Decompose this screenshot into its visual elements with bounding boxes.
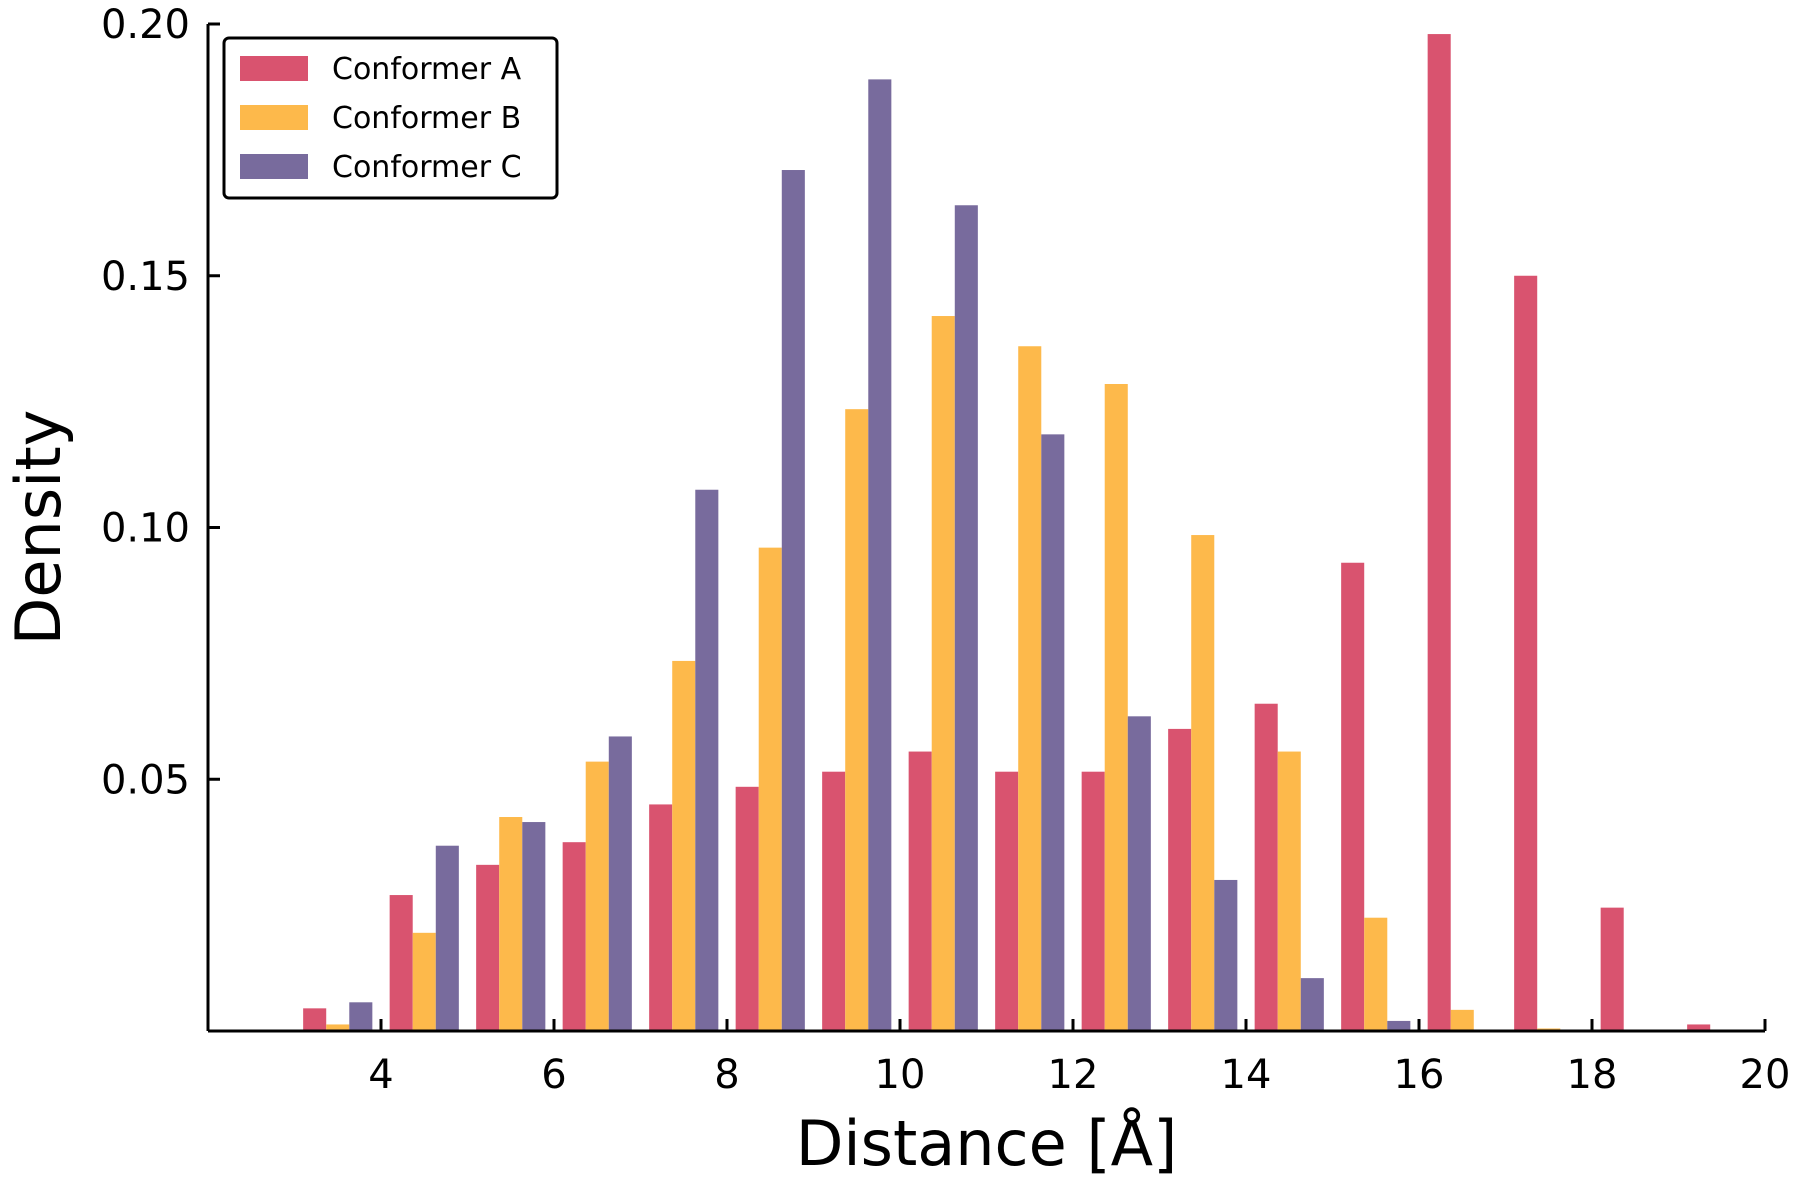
y-tick-label-0.20: 0.20: [101, 2, 190, 48]
bar-conformer-c-10.5: [954, 205, 978, 1031]
bar-conformer-a-6.5: [562, 842, 586, 1031]
bar-conformer-a-14.5: [1254, 703, 1278, 1031]
ticks-layer: 4 6 8 10 12 14 16 18 20 0.05 0.10 0.15 0.20: [101, 2, 1791, 1098]
legend-swatch-conformer-a: [240, 56, 308, 81]
bar-conformer-b-11.5: [1018, 346, 1042, 1031]
bar-conformer-c-11.5: [1041, 434, 1065, 1031]
x-tick-label-10: 10: [875, 1052, 926, 1098]
bar-conformer-a-5.5: [476, 864, 500, 1031]
bar-conformer-c-6.5: [608, 736, 632, 1031]
legend-label-conformer-a: Conformer A: [332, 52, 522, 87]
x-tick-label-8: 8: [714, 1052, 739, 1098]
bar-conformer-c-13.5: [1214, 879, 1238, 1031]
bar-conformer-a-15.5: [1341, 562, 1365, 1031]
x-tick-label-4: 4: [368, 1052, 393, 1098]
bar-conformer-c-14.5: [1300, 978, 1324, 1031]
legend-label-conformer-c: Conformer C: [332, 150, 522, 185]
bar-conformer-c-9.5: [868, 79, 892, 1031]
y-tick-label-0.10: 0.10: [101, 506, 190, 552]
bar-conformer-b-8.5: [758, 547, 782, 1031]
legend-label-conformer-b: Conformer B: [332, 101, 521, 136]
bar-conformer-c-15.5: [1387, 1020, 1411, 1031]
bar-conformer-b-14.5: [1277, 751, 1301, 1031]
bar-conformer-b-12.5: [1104, 384, 1128, 1031]
bar-conformer-b-5.5: [499, 817, 523, 1031]
y-tick-label-0.05: 0.05: [101, 757, 190, 803]
bar-conformer-a-12.5: [1081, 771, 1105, 1031]
x-axis-title: Distance [Å]: [796, 1107, 1178, 1180]
x-tick-label-12: 12: [1048, 1052, 1099, 1098]
bar-conformer-b-6.5: [585, 761, 609, 1031]
bar-conformer-a-8.5: [735, 786, 759, 1031]
bar-conformer-a-16.5: [1427, 34, 1451, 1031]
x-tick-label-14: 14: [1221, 1052, 1272, 1098]
bar-conformer-a-9.5: [822, 771, 846, 1031]
bar-conformer-b-7.5: [672, 660, 696, 1031]
bar-conformer-c-7.5: [695, 489, 719, 1031]
y-axis-title: Density: [2, 410, 75, 646]
bar-conformer-a-10.5: [908, 751, 932, 1031]
legend-swatch-conformer-b: [240, 105, 308, 130]
bar-conformer-a-13.5: [1168, 728, 1192, 1031]
bar-conformer-b-4.5: [412, 932, 436, 1031]
bar-conformer-c-12.5: [1127, 716, 1151, 1031]
bar-conformer-b-15.5: [1364, 917, 1388, 1031]
bar-conformer-b-16.5: [1450, 1009, 1474, 1031]
bar-conformer-c-5.5: [522, 822, 546, 1031]
bar-conformer-a-4.5: [389, 895, 413, 1031]
bar-conformer-b-3.5: [326, 1024, 350, 1031]
bar-conformer-a-11.5: [995, 771, 1019, 1031]
bar-conformer-a-18.5: [1600, 907, 1624, 1031]
x-tick-label-18: 18: [1567, 1052, 1618, 1098]
bar-conformer-c-3.5: [349, 1002, 373, 1031]
x-tick-label-16: 16: [1394, 1052, 1445, 1098]
bar-conformer-c-4.5: [435, 845, 459, 1031]
y-tick-label-0.15: 0.15: [101, 254, 190, 300]
bar-conformer-a-17.5: [1514, 275, 1538, 1031]
bar-conformer-b-9.5: [845, 409, 869, 1031]
bar-conformer-a-7.5: [649, 804, 673, 1031]
bars-layer: [303, 34, 1711, 1031]
bar-conformer-b-10.5: [931, 316, 955, 1031]
bar-conformer-a-3.5: [303, 1008, 327, 1031]
legend-swatch-conformer-c: [240, 154, 308, 179]
bar-conformer-c-8.5: [781, 170, 805, 1031]
x-tick-label-6: 6: [541, 1052, 566, 1098]
bar-conformer-b-13.5: [1191, 535, 1215, 1031]
bar-conformer-a-19.5: [1687, 1024, 1711, 1031]
legend: Conformer A Conformer B Conformer C: [222, 36, 559, 200]
x-tick-label-20: 20: [1740, 1052, 1791, 1098]
